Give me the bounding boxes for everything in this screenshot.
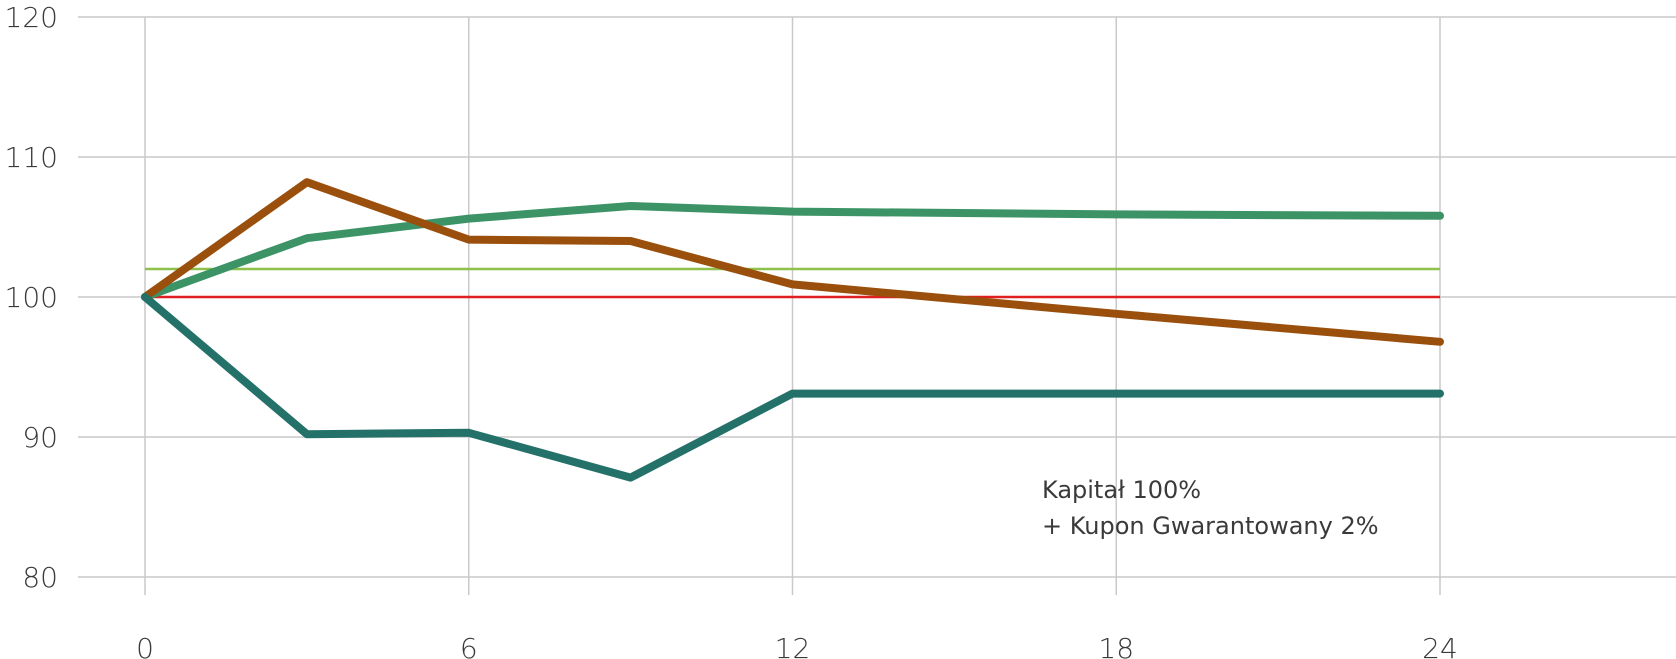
x-tick-label: 18 — [1098, 632, 1134, 659]
y-tick-label: 90 — [22, 421, 58, 454]
x-axis-ticks: 0 6 12 18 24 — [136, 632, 1458, 659]
annotation: Kapitał 100% + Kupon Gwarantowany 2% — [1042, 476, 1379, 540]
y-tick-label: 110 — [5, 141, 58, 174]
x-tick-label: 0 — [136, 632, 154, 659]
series-line-1 — [141, 202, 1444, 301]
annotation-line-2: + Kupon Gwarantowany 2% — [1042, 512, 1379, 540]
grid — [78, 16, 1676, 595]
series-line-3 — [141, 293, 1444, 482]
series-line-2 — [141, 178, 1444, 346]
annotation-line-1: Kapitał 100% — [1042, 476, 1201, 504]
x-tick-label: 24 — [1422, 632, 1458, 659]
y-tick-label: 100 — [5, 281, 58, 314]
y-tick-label: 80 — [22, 561, 58, 594]
y-tick-label: 120 — [5, 1, 58, 34]
series-group — [141, 178, 1444, 482]
x-tick-label: 6 — [460, 632, 478, 659]
y-axis-ticks: 80 90 100 110 120 — [5, 1, 58, 594]
reference-lines — [145, 267, 1440, 299]
x-tick-label: 12 — [775, 632, 811, 659]
